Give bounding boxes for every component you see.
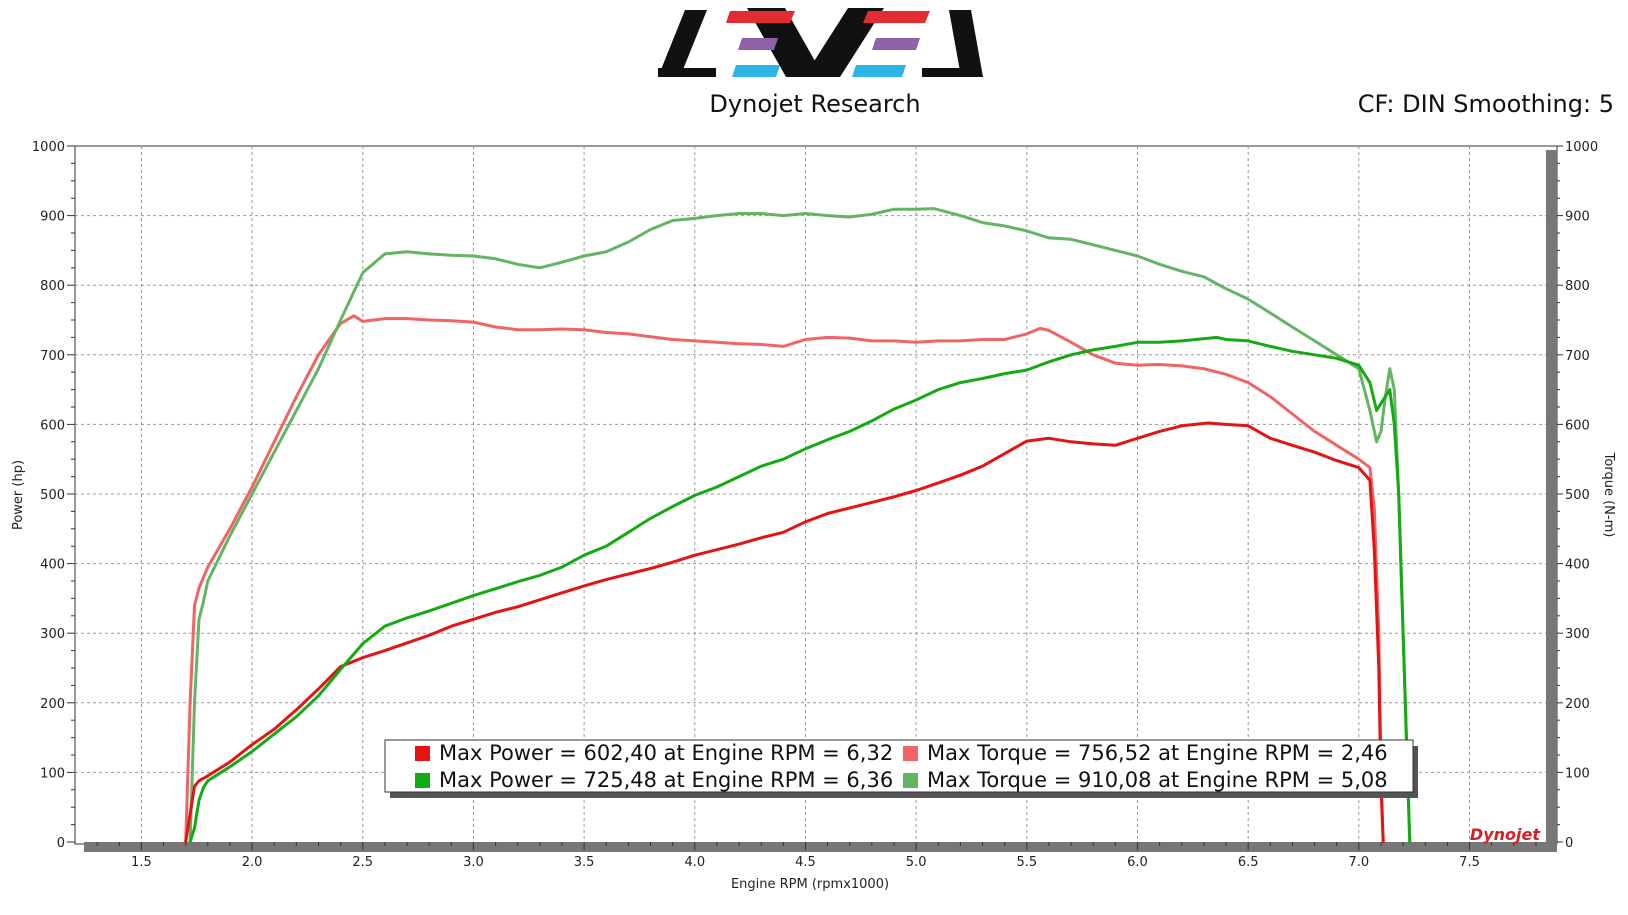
x-axis-bar	[84, 842, 1557, 852]
x-tick-label-9: 6.0	[1127, 855, 1148, 870]
y-tick-label-9: 900	[40, 210, 65, 225]
y2-tick-label-6: 600	[1565, 418, 1590, 433]
y-tick-label-10: 1000	[32, 140, 65, 155]
x-tick-label-6: 4.5	[795, 855, 816, 870]
x-tick-label-12: 7.5	[1459, 855, 1480, 870]
y-tick-label-5: 500	[40, 488, 65, 503]
plot-area	[74, 145, 1558, 845]
y-tick-label-7: 700	[40, 349, 65, 364]
legend-label-3: Max Torque = 910,08 at Engine RPM = 5,08	[927, 768, 1388, 792]
settings-label: CF: DIN Smoothing: 5	[1358, 90, 1614, 118]
y-tick-label-1: 100	[40, 766, 65, 781]
logo-v-left	[747, 8, 824, 77]
legend-label-0: Max Power = 602,40 at Engine RPM = 6,32	[439, 741, 893, 765]
y-tick-label-3: 300	[40, 627, 65, 642]
x-tick-label-10: 6.5	[1238, 855, 1259, 870]
legend-swatch-3	[903, 773, 918, 788]
y-tick-label-4: 400	[40, 558, 65, 573]
grid	[75, 146, 1547, 842]
level-logo	[658, 8, 983, 77]
y-tick-label-6: 600	[40, 418, 65, 433]
series-line-1	[184, 314, 1385, 844]
y-tick-label-0: 0	[57, 836, 65, 851]
y2-tick-label-5: 500	[1565, 488, 1590, 503]
x-tick-label-8: 5.5	[1016, 855, 1037, 870]
series-layer	[184, 207, 1412, 844]
y-axis-title: Power (hp)	[11, 460, 26, 530]
y2-axis-title: Torque (N-m)	[1601, 452, 1616, 538]
chart-subtitle: Dynojet Research	[709, 90, 920, 118]
series-line-2	[188, 335, 1412, 844]
dynojet-brand-logo: Dynojet	[1470, 825, 1541, 844]
axis-ticks: 1.5 2.0 2.5 3.0 3.5 4.0 4.5 5.0 5.5 6.0 6.5 7.0 7.5 0…	[32, 140, 1598, 870]
x-axis-title: Engine RPM (rpmx1000)	[731, 877, 889, 892]
y2-tick-label-3: 300	[1565, 627, 1590, 642]
x-tick-label-7: 5.0	[906, 855, 927, 870]
x-tick-label-4: 3.5	[574, 855, 595, 870]
x-tick-label-11: 7.0	[1349, 855, 1370, 870]
y2-tick-label-2: 200	[1565, 697, 1590, 712]
x-tick-label-0: 1.5	[131, 855, 152, 870]
y-tick-label-8: 800	[40, 279, 65, 294]
y2-tick-label-9: 900	[1565, 210, 1590, 225]
y2-tick-label-4: 400	[1565, 558, 1590, 573]
legend-label-1: Max Torque = 756,52 at Engine RPM = 2,46	[927, 741, 1388, 765]
y-tick-label-2: 200	[40, 697, 65, 712]
x-tick-label-1: 2.0	[242, 855, 263, 870]
y2-tick-label-8: 800	[1565, 279, 1590, 294]
x-tick-label-5: 4.0	[684, 855, 705, 870]
legend-label-2: Max Power = 725,48 at Engine RPM = 6,36	[439, 768, 893, 792]
legend-swatch-2	[415, 773, 430, 788]
series-line-3	[188, 207, 1412, 844]
y2-tick-label-10: 1000	[1565, 140, 1598, 155]
y2-tick-label-0: 0	[1565, 836, 1573, 851]
x-tick-label-2: 2.5	[352, 855, 373, 870]
y2-tick-label-7: 700	[1565, 349, 1590, 364]
legend-swatch-1	[903, 746, 918, 761]
legend: Max Power = 602,40 at Engine RPM = 6,32 M…	[384, 739, 1418, 798]
y2-tick-label-1: 100	[1565, 766, 1590, 781]
y2-axis-bar	[1546, 150, 1557, 852]
legend-swatch-0	[415, 746, 430, 761]
logo-v-right	[804, 8, 884, 77]
x-tick-label-3: 3.0	[463, 855, 484, 870]
